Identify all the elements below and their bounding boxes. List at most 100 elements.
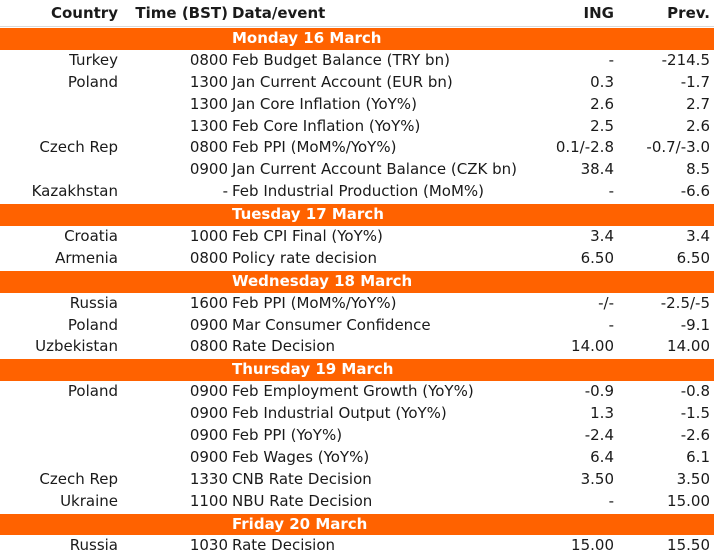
- previous-value-cell: -2.5/-5: [660, 293, 710, 312]
- previous-value-cell: 2.7: [686, 94, 710, 113]
- ing-forecast-cell: 1.3: [590, 404, 614, 423]
- ing-forecast-cell: 15.00: [571, 536, 614, 555]
- previous-value-cell: 3.4: [686, 227, 710, 246]
- previous-value-cell: 15.00: [667, 491, 710, 510]
- country-cell: Poland: [67, 72, 118, 91]
- day-header-row: Thursday 19 March: [0, 358, 714, 382]
- table-row: Croatia 1000 Feb CPI Final (YoY%) 3.4 3.4: [0, 226, 714, 248]
- time-cell: 1300: [189, 116, 228, 135]
- day-header-row: Monday 16 March: [0, 27, 714, 50]
- country-cell: Russia: [69, 293, 118, 312]
- previous-value-cell: -0.8: [680, 382, 710, 401]
- time-cell: 0900: [189, 315, 228, 334]
- event-cell: Feb Employment Growth (YoY%): [232, 382, 474, 401]
- time-cell: 1600: [189, 293, 228, 312]
- day-label: Monday 16 March: [232, 29, 382, 47]
- table-row: 0900 Jan Current Account Balance (CZK bn)…: [0, 159, 714, 181]
- table-row: Uzbekistan 0800 Rate Decision 14.00 14.00: [0, 336, 714, 358]
- header-ing: ING: [583, 4, 614, 22]
- event-cell: Feb Core Inflation (YoY%): [232, 116, 421, 135]
- time-cell: 0900: [189, 426, 228, 445]
- previous-value-cell: 6.1: [686, 447, 710, 466]
- event-cell: CNB Rate Decision: [232, 469, 372, 488]
- event-cell: Jan Current Account Balance (CZK bn): [232, 160, 518, 179]
- time-cell: 0900: [189, 447, 228, 466]
- table-row: Czech Rep 1330 CNB Rate Decision 3.50 3.50: [0, 469, 714, 491]
- event-cell: Jan Current Account (EUR bn): [232, 72, 453, 91]
- country-cell: Uzbekistan: [35, 337, 118, 356]
- time-cell: 0800: [189, 248, 228, 267]
- previous-value-cell: -0.7/-3.0: [646, 138, 710, 157]
- table-row: Russia 1600 Feb PPI (MoM%/YoY%) -/- -2.5/-5: [0, 293, 714, 315]
- ing-forecast-cell: 0.1/-2.8: [555, 138, 614, 157]
- header-country: Country: [50, 4, 118, 22]
- previous-value-cell: -9.1: [680, 315, 710, 334]
- table-body: Monday 16 March Turkey 0800 Feb Budget Bala…: [0, 27, 714, 557]
- event-cell: Jan Core Inflation (YoY%): [232, 94, 417, 113]
- ing-forecast-cell: 2.5: [590, 116, 614, 135]
- ing-forecast-cell: 38.4: [580, 160, 614, 179]
- day-label: Thursday 19 March: [232, 360, 394, 379]
- time-cell: 0900: [189, 160, 228, 179]
- event-cell: Feb Budget Balance (TRY bn): [232, 50, 450, 69]
- ing-forecast-cell: 6.50: [580, 248, 614, 267]
- event-cell: Feb PPI (MoM%/YoY%): [232, 138, 397, 157]
- country-cell: Turkey: [69, 50, 118, 69]
- table-row: 1300 Jan Core Inflation (YoY%) 2.6 2.7: [0, 94, 714, 116]
- table-row: Turkey 0800 Feb Budget Balance (TRY bn) - -2…: [0, 50, 714, 72]
- event-cell: Rate Decision: [232, 536, 336, 555]
- ing-forecast-cell: 0.3: [590, 72, 614, 91]
- ing-forecast-cell: -2.4: [584, 426, 614, 445]
- day-label: Friday 20 March: [232, 514, 368, 533]
- event-cell: Feb CPI Final (YoY%): [232, 227, 383, 246]
- event-cell: Feb PPI (YoY%): [232, 426, 343, 445]
- country-cell: Poland: [67, 382, 118, 401]
- ing-forecast-cell: 3.4: [590, 227, 614, 246]
- table-row: Ukraine 1100 NBU Rate Decision - 15.00: [0, 491, 714, 513]
- event-cell: NBU Rate Decision: [232, 491, 373, 510]
- time-cell: 1300: [189, 72, 228, 91]
- previous-value-cell: 14.00: [667, 337, 710, 356]
- day-label: Tuesday 17 March: [232, 205, 384, 224]
- table-row: Poland 0900 Mar Consumer Confidence - -9.1: [0, 315, 714, 337]
- time-cell: 0900: [189, 382, 228, 401]
- previous-value-cell: -2.6: [680, 426, 710, 445]
- country-cell: Russia: [69, 536, 118, 555]
- ing-forecast-cell: -: [608, 491, 614, 510]
- event-cell: Feb Industrial Output (YoY%): [232, 404, 447, 423]
- country-cell: Czech Rep: [39, 138, 118, 157]
- previous-value-cell: -6.6: [680, 182, 710, 201]
- country-cell: Kazakhstan: [31, 182, 118, 201]
- time-cell: 0800: [189, 138, 228, 157]
- previous-value-cell: 6.50: [676, 248, 710, 267]
- previous-value-cell: -1.5: [680, 404, 710, 423]
- event-cell: Mar Consumer Confidence: [232, 315, 431, 334]
- table-row: Poland 0900 Feb Employment Growth (YoY%) -0…: [0, 381, 714, 403]
- ing-forecast-cell: -/-: [598, 293, 614, 312]
- event-cell: Feb Industrial Production (MoM%): [232, 182, 485, 201]
- previous-value-cell: -1.7: [680, 72, 710, 91]
- time-cell: 0900: [189, 404, 228, 423]
- header-prev: Prev.: [667, 4, 710, 22]
- ing-forecast-cell: -: [608, 182, 614, 201]
- previous-value-cell: 2.6: [686, 116, 710, 135]
- ing-forecast-cell: -: [608, 315, 614, 334]
- time-cell: 1300: [189, 94, 228, 113]
- time-cell: 0800: [189, 337, 228, 356]
- country-cell: Armenia: [55, 248, 118, 267]
- table-row: Kazakhstan - Feb Industrial Production (Mo…: [0, 181, 714, 203]
- table-row: 1300 Feb Core Inflation (YoY%) 2.5 2.6: [0, 116, 714, 138]
- table-row: 0900 Feb PPI (YoY%) -2.4 -2.6: [0, 425, 714, 447]
- time-cell: 0800: [189, 50, 228, 69]
- event-cell: Feb Wages (YoY%): [232, 447, 370, 466]
- ing-forecast-cell: 2.6: [590, 94, 614, 113]
- table-row: Poland 1300 Jan Current Account (EUR bn) 0.…: [0, 72, 714, 94]
- ing-forecast-cell: -0.9: [584, 382, 614, 401]
- day-header-row: Wednesday 18 March: [0, 269, 714, 293]
- table-row: Russia 1030 Rate Decision 15.00 15.50: [0, 535, 714, 557]
- country-cell: Ukraine: [60, 491, 118, 510]
- table-row: Armenia 0800 Policy rate decision 6.50 6.50: [0, 248, 714, 270]
- table-header: Country Time (BST) Data/event ING Prev.: [0, 0, 714, 27]
- header-time: Time (BST): [135, 4, 228, 22]
